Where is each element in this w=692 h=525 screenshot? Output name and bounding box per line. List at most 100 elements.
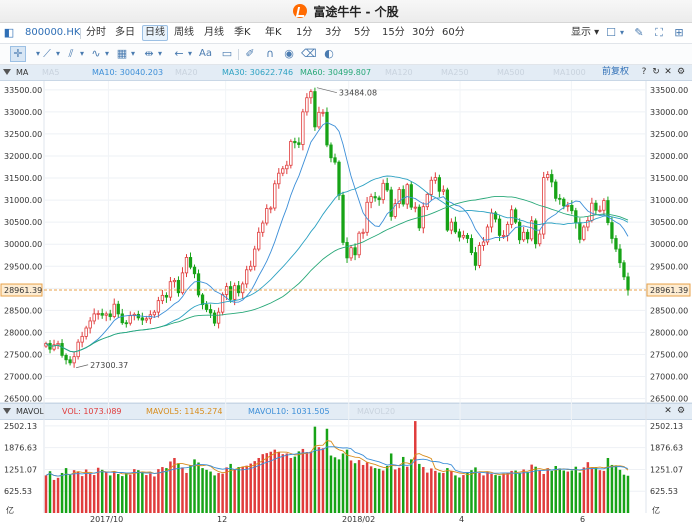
volume-bar (273, 449, 277, 513)
chevron-down-icon[interactable]: ▾ (187, 49, 192, 58)
chevron-down-icon[interactable]: ▾ (79, 49, 84, 58)
tab-period-intraday[interactable]: 分时 (86, 27, 106, 38)
tab-period-monthly[interactable]: 月线 (204, 27, 224, 38)
channel-icon[interactable]: ⫽ (68, 47, 74, 60)
volume-bar (574, 466, 578, 513)
legend-ma250[interactable]: MA250 (441, 68, 469, 77)
tab-period-yearly[interactable]: 年K (265, 27, 282, 38)
legend-mavol5[interactable]: MAVOL5: 1145.274 (146, 407, 223, 416)
volume-bar (434, 470, 437, 513)
volume-bar (393, 469, 397, 513)
comment-icon[interactable]: ▭ (221, 47, 233, 60)
legend-ma5[interactable]: MA5 (42, 68, 60, 77)
candle-body (461, 234, 466, 238)
volume-bar (590, 468, 594, 513)
volume-bar (426, 472, 429, 513)
volume-bar (285, 453, 289, 513)
help-icon[interactable]: ? (641, 67, 647, 77)
volume-bar (514, 470, 517, 513)
legend-ma10[interactable]: MA10: 30040.203 (92, 68, 164, 77)
crosshair-icon[interactable]: ✛ (10, 46, 26, 62)
legend-mavol20[interactable]: MAVOL20 (357, 407, 396, 416)
close-icon[interactable]: ✕ (664, 67, 672, 77)
candle-body (192, 266, 197, 275)
range-icon[interactable]: ⇹ (144, 47, 154, 60)
tab-period-30min[interactable]: 30分 (412, 27, 435, 38)
price-tick-left: 26500.00 (4, 395, 42, 404)
volume-bar (92, 475, 96, 513)
magnet-icon[interactable]: ∩ (265, 47, 275, 60)
tab-period-60min[interactable]: 60分 (442, 27, 465, 38)
tab-period-1min[interactable]: 1分 (296, 27, 313, 38)
sidebar-toggle-icon[interactable]: ◧ (3, 26, 15, 39)
candle-body (526, 231, 530, 240)
text-tool-button[interactable]: Aa (199, 48, 212, 59)
collapse-triangle-icon[interactable] (3, 69, 11, 75)
volume-bar (446, 468, 449, 513)
chevron-down-icon[interactable]: ▾ (104, 49, 109, 58)
tab-period-weekly[interactable]: 周线 (174, 27, 194, 38)
tab-period-multiday[interactable]: 多日 (115, 27, 135, 38)
legend-ma20[interactable]: MA20 (175, 68, 198, 77)
legend-mavol10[interactable]: MAVOL10: 1031.505 (248, 407, 330, 416)
wave-icon[interactable]: ∿ (91, 47, 101, 60)
fullscreen-icon[interactable]: ⛶ (655, 26, 663, 39)
volume-bar (622, 474, 626, 513)
fibonacci-icon[interactable]: ▦ (116, 47, 128, 60)
candle-body (52, 344, 56, 350)
chevron-down-icon[interactable]: ▾ (157, 49, 162, 58)
candle-body (509, 209, 514, 225)
min-price-label: 27300.37 (90, 361, 128, 370)
chevron-down-icon[interactable]: ▾ (619, 28, 624, 37)
gear-icon[interactable]: ⚙ (676, 67, 686, 77)
tab-period-15min[interactable]: 15分 (382, 27, 405, 38)
trendline-icon[interactable]: ⟋ (43, 47, 51, 60)
volume-bar (373, 468, 377, 513)
candle-body (429, 179, 433, 195)
tab-period-3min[interactable]: 3分 (325, 27, 342, 38)
refresh-icon[interactable]: ↻ (652, 67, 660, 77)
price-tick-right: 30500.00 (650, 218, 688, 227)
chevron-down-icon[interactable]: ▾ (35, 49, 40, 58)
legend-ma500[interactable]: MA500 (497, 68, 525, 77)
candle-body (558, 197, 562, 200)
trash-icon[interactable]: ⌫ (301, 47, 317, 60)
close-icon[interactable]: ✕ (664, 406, 672, 416)
pen-icon[interactable]: ✎ (634, 26, 644, 39)
chevron-down-icon[interactable]: ▾ (55, 49, 60, 58)
volume-bar (466, 472, 469, 513)
collapse-triangle-icon[interactable] (3, 408, 11, 414)
legend-ma60[interactable]: MA60: 30499.807 (300, 68, 372, 77)
color-square-icon[interactable]: ☐ (606, 26, 616, 39)
grid-icon[interactable]: ⊞ (674, 26, 684, 39)
volume-bar (153, 476, 156, 513)
volume-bar (52, 479, 56, 513)
arrow-left-icon[interactable]: ← (174, 47, 184, 60)
candle-body (233, 285, 237, 300)
price-tick-right: 28000.00 (650, 328, 688, 337)
ma-legend-bar: MA MA5 MA10: 30040.203 MA20 MA30: 30622.… (0, 65, 692, 81)
volume-bar (385, 466, 389, 513)
volume-bar (80, 476, 84, 513)
volume-bar (68, 475, 72, 513)
volume-bar (269, 451, 273, 513)
legend-ma30[interactable]: MA30: 30622.746 (222, 68, 294, 77)
display-dropdown[interactable]: 显示 ▾ (571, 26, 599, 40)
stock-code[interactable]: 800000.HK (25, 27, 81, 38)
tab-period-quarterly[interactable]: 季K (234, 27, 251, 38)
legend-vol[interactable]: VOL: 1073.089 (62, 407, 122, 416)
legend-ma1000[interactable]: MA1000 (553, 68, 586, 77)
tab-period-5min[interactable]: 5分 (354, 27, 371, 38)
toggle-icon[interactable]: ◐ (324, 47, 334, 60)
eye-icon[interactable]: ◉ (284, 47, 294, 60)
tab-period-daily[interactable]: 日线 (142, 25, 168, 41)
brush-icon[interactable]: ✐ (245, 47, 255, 60)
gear-icon[interactable]: ⚙ (676, 406, 686, 416)
ma-label: MA (16, 68, 29, 77)
volume-bar (474, 467, 477, 513)
legend-ma120[interactable]: MA120 (385, 68, 413, 77)
adjust-dropdown[interactable]: 前复权 (602, 67, 630, 77)
chevron-down-icon[interactable]: ▾ (130, 49, 135, 58)
candle-body (481, 241, 486, 246)
